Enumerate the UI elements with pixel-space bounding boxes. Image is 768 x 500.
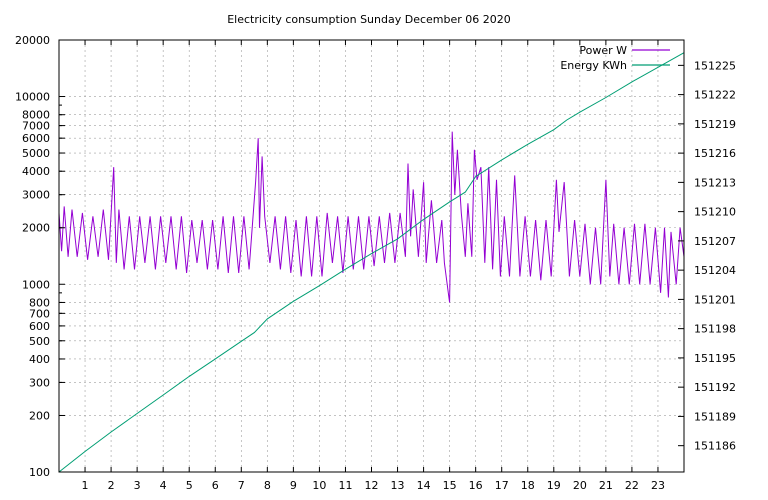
legend-label-energy: Energy KWh <box>560 59 627 72</box>
grid-lines <box>59 39 684 473</box>
x-tick-label: 12 <box>365 479 379 492</box>
x-tick-label: 18 <box>521 479 535 492</box>
y-right-tick-label: 151186 <box>694 440 736 453</box>
y-right-tick-label: 151195 <box>694 352 736 365</box>
legend-label-power: Power W <box>579 44 627 57</box>
y-right-tick-label: 151210 <box>694 206 736 219</box>
y-right-tick-label: 151216 <box>694 147 736 160</box>
y-right-tick-label: 151198 <box>694 323 736 336</box>
series-layer <box>58 52 685 473</box>
x-tick-label: 22 <box>625 479 639 492</box>
y-left-tick-label: 100 <box>29 466 50 479</box>
y-right-tick-label: 151201 <box>694 293 736 306</box>
x-tick-label: 16 <box>469 479 483 492</box>
x-tick-label: 15 <box>443 479 457 492</box>
x-tick-label: 21 <box>599 479 613 492</box>
y-left-tick-label: 600 <box>29 320 50 333</box>
y-right-tick-label: 151189 <box>694 410 736 423</box>
y-left-tick-label: 5000 <box>22 147 50 160</box>
x-tick-label: 17 <box>495 479 509 492</box>
y-left-tick-label: 400 <box>29 353 50 366</box>
x-tick-label: 5 <box>186 479 193 492</box>
x-tick-label: 8 <box>264 479 271 492</box>
y-left-tick-label: 200 <box>29 409 50 422</box>
y-right-tick-label: 151213 <box>694 176 736 189</box>
y-left-tick-label: 300 <box>29 376 50 389</box>
axes-layer: 1 2 3 4 5 6 7 8 9 10 11 12 13 14 15 16 17 18 19 20 21 22 23100… <box>15 34 736 492</box>
x-tick-label: 23 <box>651 479 665 492</box>
energy-series-line <box>58 52 685 473</box>
x-tick-label: 1 <box>82 479 89 492</box>
legend: Power W Energy KWh <box>560 44 670 72</box>
y-left-tick-label: 8000 <box>22 109 50 122</box>
power-series-line <box>58 131 685 303</box>
y-left-tick-label: 3000 <box>22 189 50 202</box>
x-tick-label: 20 <box>573 479 587 492</box>
y-left-tick-label: 1000 <box>22 278 50 291</box>
x-tick-label: 14 <box>417 479 431 492</box>
y-left-tick-label: 7000 <box>22 120 50 133</box>
x-tick-label: 4 <box>160 479 167 492</box>
y-right-tick-label: 151225 <box>694 59 736 72</box>
x-tick-label: 19 <box>547 479 561 492</box>
y-right-tick-label: 151204 <box>694 264 736 277</box>
y-right-tick-label: 151192 <box>694 381 736 394</box>
x-tick-label: 10 <box>312 479 326 492</box>
y-right-tick-label: 151207 <box>694 235 736 248</box>
y-left-tick-label: 700 <box>29 307 50 320</box>
y-left-tick-label: 800 <box>29 296 50 309</box>
y-left-tick-label: 6000 <box>22 132 50 145</box>
x-tick-label: 2 <box>108 479 115 492</box>
y-left-tick-label: 10000 <box>15 91 50 104</box>
chart-title: Electricity consumption Sunday December … <box>227 13 511 26</box>
y-left-tick-label: 500 <box>29 335 50 348</box>
x-tick-label: 13 <box>391 479 405 492</box>
y-right-tick-label: 151222 <box>694 89 736 102</box>
x-tick-label: 9 <box>290 479 297 492</box>
x-tick-label: 6 <box>212 479 219 492</box>
x-tick-label: 11 <box>338 479 352 492</box>
x-tick-label: 7 <box>238 479 245 492</box>
y-left-tick-label: 4000 <box>22 165 50 178</box>
x-tick-label: 3 <box>134 479 141 492</box>
y-left-tick-label: 20000 <box>15 34 50 47</box>
y-left-tick-label: 2000 <box>22 222 50 235</box>
y-right-tick-label: 151219 <box>694 118 736 131</box>
